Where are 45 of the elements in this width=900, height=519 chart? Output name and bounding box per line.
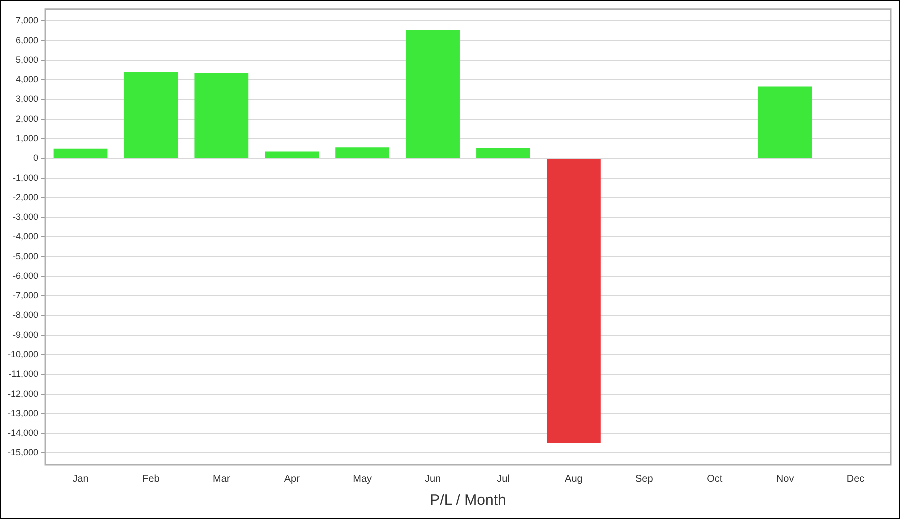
y-tick-label: -5,000 (12, 251, 39, 262)
y-tick-label: 3,000 (16, 94, 39, 104)
y-tick-label: 1,000 (16, 133, 39, 144)
bar (194, 73, 249, 158)
y-tick-label: 4,000 (16, 74, 39, 85)
y-tick-label: -1,000 (12, 172, 39, 183)
y-tick-label: 5,000 (16, 54, 39, 65)
y-tick-label: -10,000 (8, 350, 39, 360)
bar (54, 148, 108, 158)
y-tick-label: -7,000 (12, 290, 39, 301)
y-tick-label: -13,000 (8, 408, 39, 418)
bar (546, 159, 601, 444)
x-tick-label: Mar (213, 474, 231, 485)
x-axis-title: P/L / Month (430, 492, 506, 510)
y-tick-label: -14,000 (8, 428, 39, 438)
y-tick-label: -2,000 (12, 192, 39, 202)
x-tick-label: Sep (636, 474, 654, 485)
bar (476, 148, 530, 158)
y-tick-label: 7,000 (16, 16, 39, 26)
bar (124, 72, 178, 158)
y-tick-label: 0 (34, 153, 39, 164)
y-tick-label: -3,000 (12, 212, 39, 222)
x-tick-label: Jun (424, 474, 442, 485)
x-tick-label: Apr (284, 474, 301, 485)
x-tick-label: Dec (846, 474, 865, 485)
x-tick-label: Jul (497, 474, 510, 485)
y-tick-label: -12,000 (8, 388, 39, 399)
bar (406, 30, 460, 158)
x-tick-label: Aug (565, 474, 583, 485)
y-tick-label: -9,000 (12, 330, 39, 340)
bar (758, 86, 812, 158)
x-tick-label: May (353, 474, 372, 485)
x-tick-label: Nov (776, 474, 794, 485)
y-tick-label: 2,000 (16, 114, 39, 124)
y-tick-label: 6,000 (16, 35, 39, 46)
y-tick-label: -4,000 (12, 232, 39, 242)
bar (265, 152, 320, 158)
y-tick-label: -6,000 (12, 270, 39, 281)
y-tick-label: -15,000 (8, 448, 39, 458)
x-tick-label: Feb (142, 474, 160, 485)
x-tick-label: Jan (72, 474, 89, 485)
y-tick-label: -8,000 (12, 310, 39, 320)
x-tick-label: Oct (707, 474, 723, 485)
bar (336, 148, 390, 158)
y-tick-label: -11,000 (8, 369, 39, 380)
